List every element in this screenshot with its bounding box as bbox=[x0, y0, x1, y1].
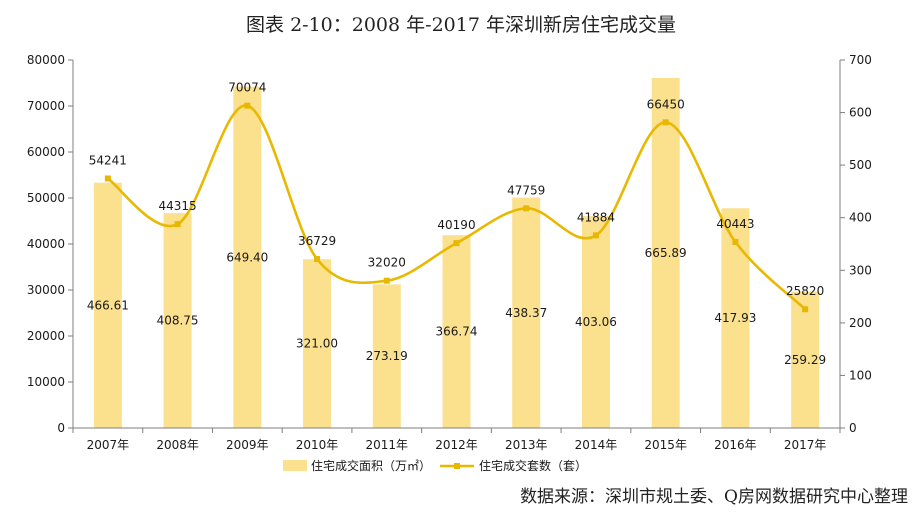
bar-value-label: 321.00 bbox=[296, 337, 338, 351]
legend-line-label: 住宅成交套数（套） bbox=[479, 458, 587, 473]
line-value-label: 36729 bbox=[298, 234, 336, 248]
bar-value-label: 417.93 bbox=[714, 311, 756, 325]
left-tick-label: 10000 bbox=[27, 375, 65, 389]
line-point bbox=[244, 102, 251, 109]
left-tick-label: 70000 bbox=[27, 99, 65, 113]
line-point bbox=[104, 175, 111, 182]
x-tick-label: 2011年 bbox=[365, 438, 408, 452]
line-series bbox=[104, 102, 809, 313]
bar bbox=[581, 216, 610, 428]
bar bbox=[442, 235, 471, 428]
x-tick-label: 2008年 bbox=[156, 438, 199, 452]
line-point bbox=[732, 238, 739, 245]
line-value-label: 32020 bbox=[368, 256, 406, 270]
line-value-label: 41884 bbox=[577, 210, 615, 224]
line-point bbox=[662, 119, 669, 126]
line-point bbox=[453, 240, 460, 247]
bar-value-label: 366.74 bbox=[436, 325, 478, 339]
x-tick-label: 2013年 bbox=[505, 438, 548, 452]
line-value-label: 47759 bbox=[507, 183, 545, 197]
bar bbox=[233, 86, 262, 429]
left-tick-label: 50000 bbox=[27, 191, 65, 205]
line-value-label: 66450 bbox=[647, 97, 685, 111]
left-tick-label: 40000 bbox=[27, 237, 65, 251]
line-point bbox=[314, 256, 321, 263]
bar-value-label: 408.75 bbox=[157, 314, 199, 328]
x-tick-label: 2014年 bbox=[575, 438, 618, 452]
bar bbox=[163, 213, 192, 428]
x-tick-label: 2015年 bbox=[644, 438, 687, 452]
right-tick-label: 400 bbox=[849, 211, 872, 225]
right-tick-label: 700 bbox=[849, 53, 872, 67]
left-tick-label: 30000 bbox=[27, 283, 65, 297]
bar-value-label: 259.29 bbox=[784, 353, 826, 367]
right-tick-label: 100 bbox=[849, 368, 872, 382]
x-tick-label: 2017年 bbox=[784, 438, 827, 452]
right-y-axis: 0 100 200 300 400 500 600 700 bbox=[839, 53, 872, 435]
left-y-axis: 0 10000 20000 30000 40000 50000 60000 70000 8000… bbox=[27, 53, 74, 435]
chart-title: 图表 2-10：2008 年-2017 年深圳新房住宅成交量 bbox=[246, 14, 676, 36]
x-axis: 2007年 2008年 2009年 2010年 2011年 2012年 2013年 2014年… bbox=[72, 427, 841, 452]
line-point bbox=[592, 232, 599, 239]
right-tick-label: 200 bbox=[849, 316, 872, 330]
line-point bbox=[523, 205, 530, 212]
line-value-label: 70074 bbox=[228, 81, 266, 95]
line-value-label: 44315 bbox=[158, 199, 196, 213]
bar-value-label: 438.37 bbox=[505, 306, 547, 320]
x-tick-label: 2010年 bbox=[296, 438, 339, 452]
left-tick-label: 60000 bbox=[27, 145, 65, 159]
bar-value-label: 649.40 bbox=[226, 250, 268, 264]
data-source-note: 数据来源：深圳市规土委、Q房网数据研究中心整理 bbox=[520, 487, 908, 507]
bar-value-label: 273.19 bbox=[366, 349, 408, 363]
legend-line-marker bbox=[454, 463, 460, 469]
bar bbox=[303, 259, 332, 428]
x-tick-label: 2016年 bbox=[714, 438, 757, 452]
line-value-label: 25820 bbox=[786, 284, 824, 298]
x-tick-label: 2012年 bbox=[435, 438, 478, 452]
legend-bar-swatch bbox=[283, 460, 307, 471]
bar-value-label: 466.61 bbox=[87, 298, 129, 312]
data-labels: 54241 44315 70074 36729 32020 40190 47759 41884… bbox=[87, 81, 826, 367]
line-point bbox=[174, 221, 181, 228]
bar bbox=[93, 182, 122, 428]
left-tick-label: 80000 bbox=[27, 53, 65, 67]
legend-bar-label: 住宅成交面积（万㎡） bbox=[311, 458, 431, 473]
bar-value-label: 665.89 bbox=[645, 246, 687, 260]
right-tick-label: 600 bbox=[849, 106, 872, 120]
line-value-label: 40443 bbox=[716, 217, 754, 231]
x-tick-label: 2007年 bbox=[87, 438, 130, 452]
bar bbox=[791, 291, 820, 428]
line-point bbox=[802, 306, 809, 313]
bar bbox=[512, 197, 541, 428]
left-tick-label: 0 bbox=[57, 421, 65, 435]
bar-value-label: 403.06 bbox=[575, 315, 617, 329]
line-point bbox=[383, 277, 390, 284]
legend: 住宅成交面积（万㎡） 住宅成交套数（套） bbox=[283, 458, 587, 473]
bar bbox=[372, 284, 401, 428]
line-value-label: 40190 bbox=[437, 218, 475, 232]
left-tick-label: 20000 bbox=[27, 329, 65, 343]
right-tick-label: 500 bbox=[849, 158, 872, 172]
x-tick-label: 2009年 bbox=[226, 438, 269, 452]
bar bbox=[651, 77, 680, 428]
right-tick-label: 0 bbox=[849, 421, 857, 435]
line-value-label: 54241 bbox=[89, 153, 127, 167]
right-tick-label: 300 bbox=[849, 263, 872, 277]
bar-series bbox=[93, 77, 820, 429]
